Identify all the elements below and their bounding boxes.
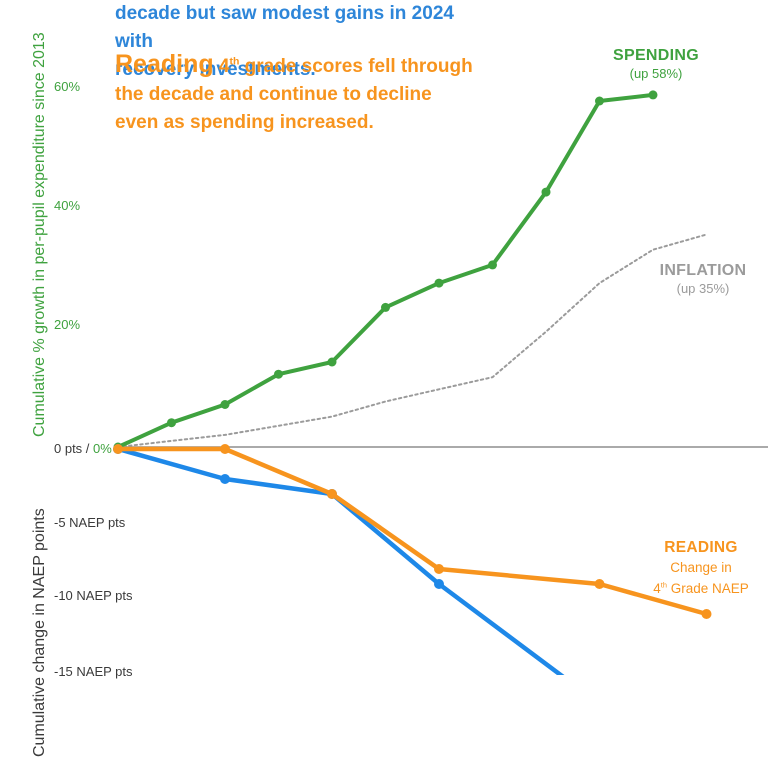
tick-zero-pct: 0% bbox=[93, 441, 112, 456]
series-spending-marker bbox=[220, 400, 230, 409]
legend-reading-title: READING bbox=[664, 539, 738, 556]
legend-reading-sub2-rest: Grade NAEP bbox=[666, 581, 749, 596]
annotation-reading-grade-num: 4 bbox=[218, 56, 230, 77]
annotation-reading-line2: the decade and continue to decline bbox=[115, 84, 432, 105]
series-reading-marker bbox=[220, 444, 230, 454]
series-math-marker bbox=[434, 579, 444, 589]
annotation-spending-line2: recovery investments. bbox=[115, 59, 316, 80]
legend-reading-sub2: 4th Grade NAEP bbox=[625, 578, 768, 599]
series-reading-marker bbox=[701, 609, 712, 619]
tick-40pct: 40% bbox=[54, 198, 81, 213]
series-inflation-line bbox=[117, 233, 708, 448]
series-spending-marker bbox=[274, 369, 283, 379]
legend-spending-sub: (up 58%) bbox=[629, 66, 683, 81]
series-reading-marker bbox=[113, 444, 123, 454]
series-spending-marker bbox=[595, 96, 604, 106]
legend-spending: SPENDING (up 58%) bbox=[581, 46, 731, 82]
series-spending-marker bbox=[327, 357, 337, 367]
legend-reading-grade-num: 4 bbox=[653, 581, 661, 596]
annotation-reading-line3: even as spending increased. bbox=[115, 112, 374, 133]
legend-reading-sub1: Change in bbox=[670, 560, 732, 575]
series-spending-marker bbox=[434, 278, 444, 288]
legend-inflation-sub: (up 35%) bbox=[676, 281, 730, 296]
tick-zero-pts: 0 pts / bbox=[54, 441, 94, 456]
series-math-line bbox=[115, 446, 565, 675]
legend-inflation-title: INFLATION bbox=[659, 262, 747, 279]
series-reading-marker bbox=[594, 579, 605, 589]
tick-minus5-naep: -5 NAEP pts bbox=[54, 515, 126, 530]
annotation-reading-lead: Reading bbox=[115, 50, 214, 78]
series-spending-marker bbox=[167, 418, 176, 428]
line-chart-canvas bbox=[113, 90, 768, 675]
chart-page: { "annotations": { "blue_paragraph": { "… bbox=[31, 0, 768, 757]
series-reading-marker bbox=[434, 564, 444, 574]
series-math-marker bbox=[220, 474, 230, 484]
legend-reading: READING Change in 4th Grade NAEP bbox=[625, 538, 768, 599]
annotation-reading-line1: Reading 4th grade scores fell through bbox=[115, 50, 475, 81]
series-spending-marker bbox=[488, 260, 497, 270]
legend-inflation: INFLATION (up 35%) bbox=[628, 261, 768, 297]
legend-spending-title: SPENDING bbox=[613, 47, 699, 64]
annotation-reading-note: Reading 4th grade scores fell through th… bbox=[115, 50, 475, 137]
series-spending-marker bbox=[648, 90, 658, 100]
tick-60pct: 60% bbox=[54, 79, 81, 94]
series-reading-line bbox=[115, 446, 709, 617]
series-spending-marker bbox=[541, 187, 551, 197]
annotation-reading-line1-rest: grade scores fell through bbox=[239, 56, 473, 77]
tick-20pct: 20% bbox=[54, 317, 81, 332]
tick-minus10-naep: -10 NAEP pts bbox=[54, 588, 133, 603]
series-spending-marker bbox=[381, 302, 390, 312]
series-spending-line bbox=[116, 92, 655, 449]
annotation-reading-grade-sup: th bbox=[229, 56, 240, 68]
series-reading-marker bbox=[327, 489, 337, 499]
annotation-spending-note: decade but saw modest gains in 2024 with… bbox=[115, 0, 475, 84]
tick-minus15-naep: -15 NAEP pts bbox=[54, 664, 133, 679]
legend-reading-grade-sup: th bbox=[660, 580, 667, 590]
annotation-spending-line1: decade but saw modest gains in 2024 with bbox=[115, 3, 454, 52]
tick-zero: 0 pts / 0% bbox=[54, 441, 112, 457]
y-axis-title-percent: Cumulative % growth in per-pupil expendi… bbox=[31, 32, 48, 437]
y-axis-title-naep: Cumulative change in NAEP points bbox=[31, 508, 48, 757]
